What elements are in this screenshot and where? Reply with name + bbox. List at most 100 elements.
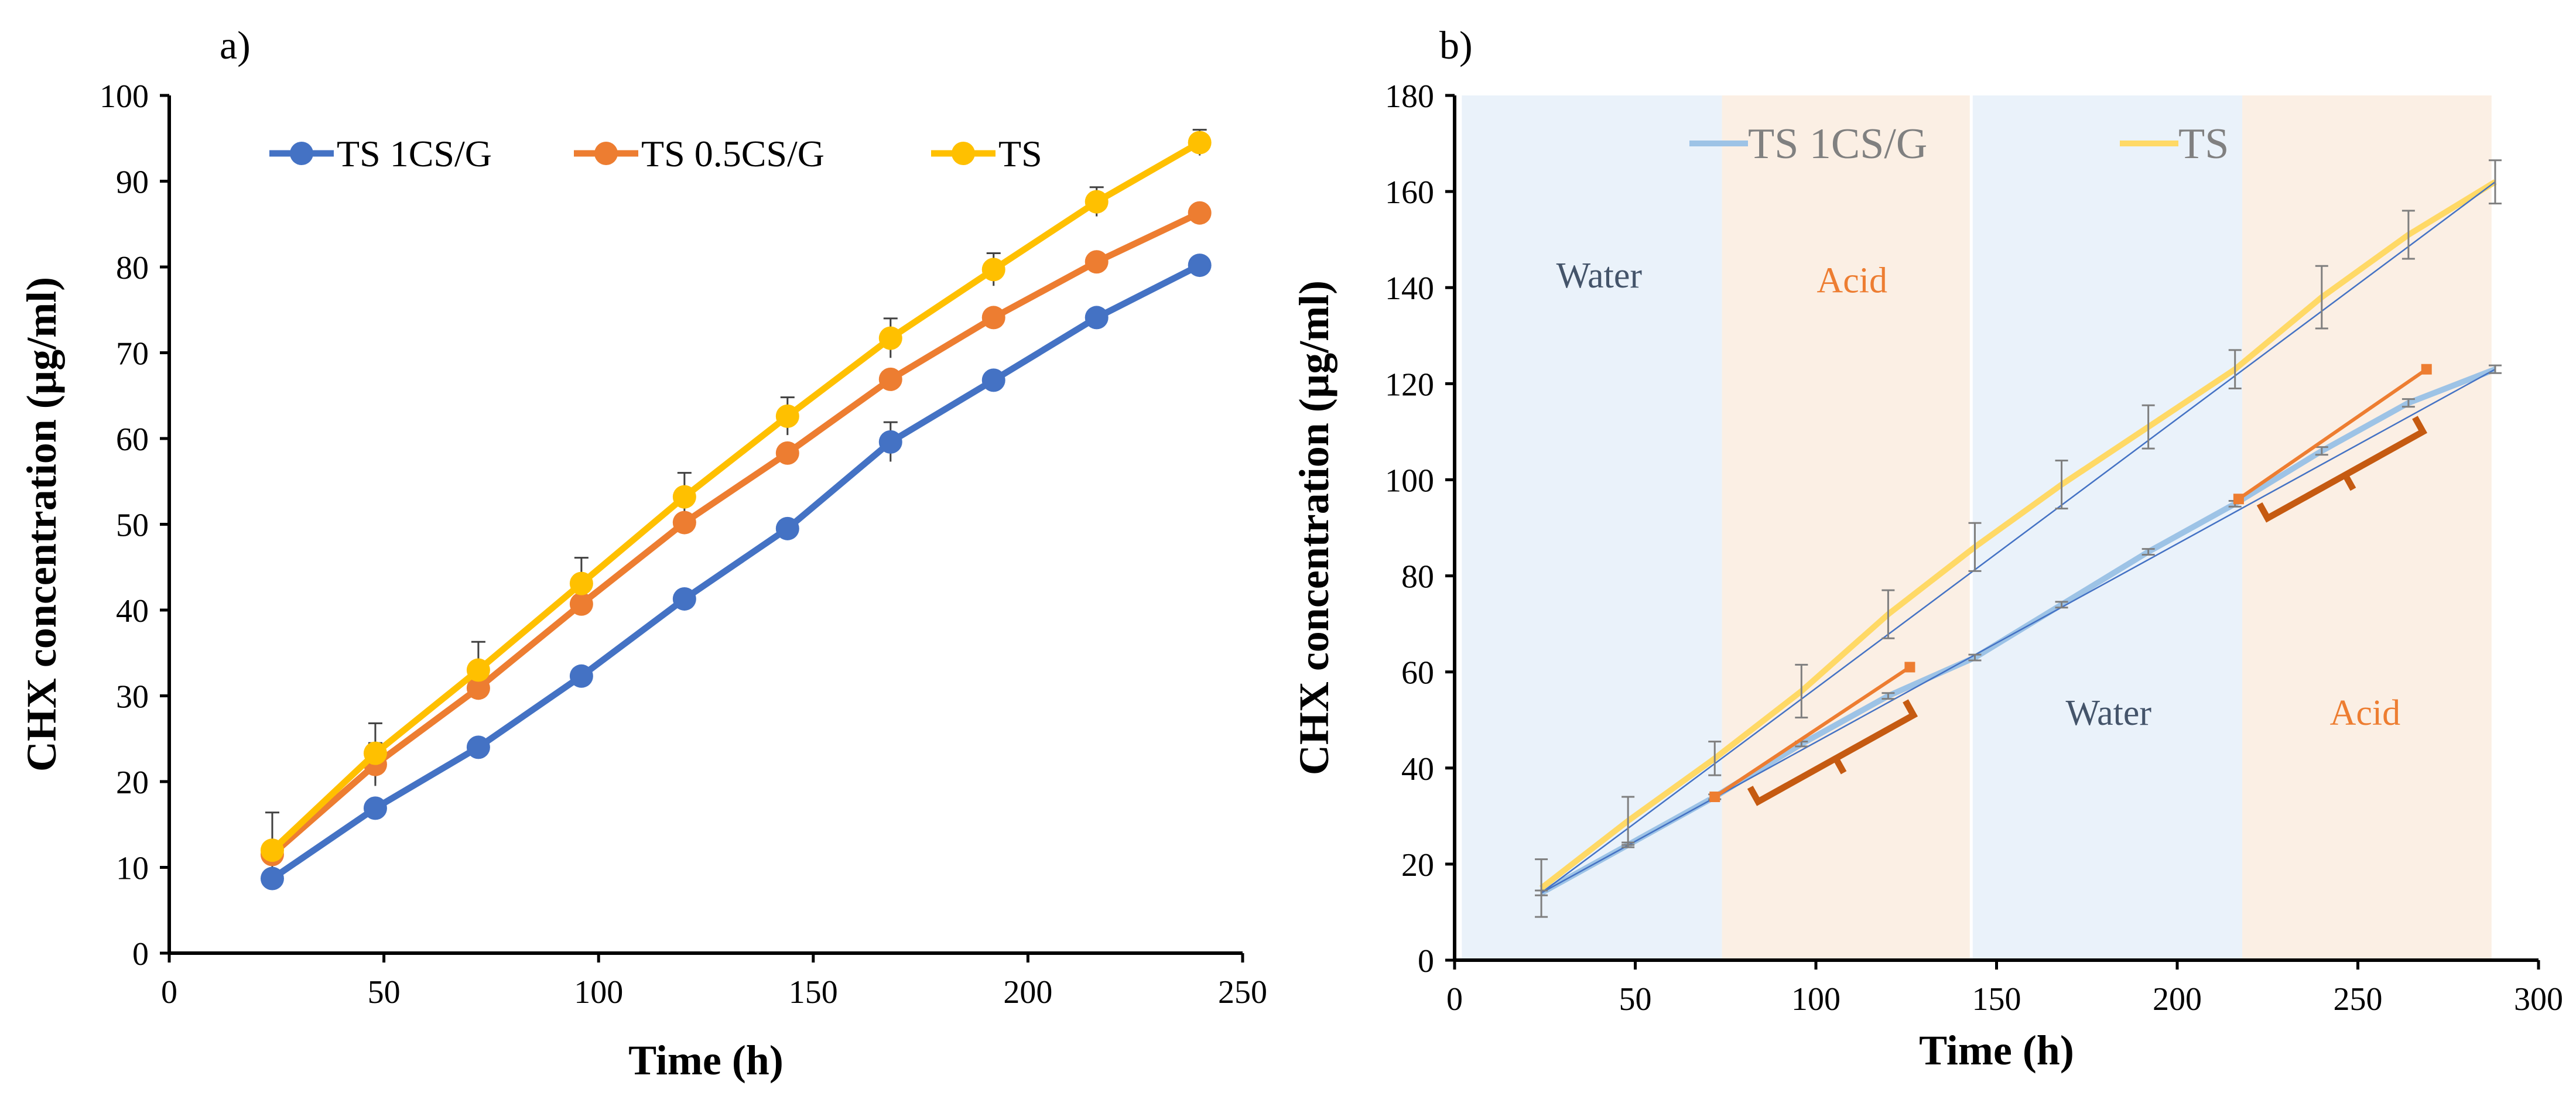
y-tick-label: 10 xyxy=(116,851,149,887)
data-point xyxy=(981,306,1005,330)
data-point xyxy=(1188,254,1212,278)
region-label: Acid xyxy=(1816,261,1887,300)
x-tick-label: 0 xyxy=(1446,981,1463,1018)
x-tick-label: 100 xyxy=(1791,981,1841,1018)
y-tick-label: 120 xyxy=(1385,367,1434,403)
data-point xyxy=(672,587,696,611)
x-tick-label: 50 xyxy=(368,974,401,1011)
y-tick-label: 40 xyxy=(1401,751,1434,787)
legend-marker xyxy=(290,142,313,165)
y-tick-label: 90 xyxy=(116,165,149,201)
x-tick-label: 250 xyxy=(2334,981,2383,1018)
x-tick-label: 100 xyxy=(574,974,623,1011)
region-label: Acid xyxy=(2330,693,2401,733)
y-tick-label: 100 xyxy=(100,78,149,115)
data-point xyxy=(1188,131,1212,155)
y-tick-label: 180 xyxy=(1385,78,1434,115)
data-point xyxy=(363,741,387,765)
x-tick-label: 50 xyxy=(1619,981,1652,1018)
y-tick-label: 40 xyxy=(116,593,149,629)
x-tick-label: 250 xyxy=(1218,974,1267,1011)
data-point xyxy=(1188,201,1212,225)
arrow-end-marker xyxy=(1904,662,1915,673)
y-tick-label: 50 xyxy=(116,508,149,544)
annotation-arrow xyxy=(1713,665,1911,799)
y-tick-label: 30 xyxy=(116,679,149,715)
y-tick-label: 60 xyxy=(116,422,149,458)
region-band xyxy=(1971,95,2243,960)
legend-marker xyxy=(594,142,618,165)
panel-b: b) Water Acid Water Acid 0 20 40 60 80 100 120 140 16… xyxy=(1291,23,2563,1074)
data-point xyxy=(1085,190,1109,214)
y-tick-label: 0 xyxy=(132,936,149,972)
region-band xyxy=(2242,95,2492,960)
y-tick-label: 60 xyxy=(1401,655,1434,691)
annotation-bracket xyxy=(1747,699,1918,806)
y-tick-label: 20 xyxy=(1401,847,1434,883)
annotation-arrow xyxy=(2238,368,2428,501)
series-line xyxy=(270,262,1202,882)
data-point xyxy=(981,258,1005,282)
data-point xyxy=(775,441,799,465)
y-axis-title: CHX concentration (µg/ml) xyxy=(18,277,65,772)
x-tick-label: 200 xyxy=(2153,981,2202,1018)
annotation-bracket xyxy=(2256,416,2428,523)
y-tick-label: 140 xyxy=(1385,270,1434,307)
x-tick-label: 0 xyxy=(161,974,177,1011)
series-line xyxy=(270,139,1202,853)
region-label: Water xyxy=(2066,693,2152,733)
region-band xyxy=(1462,95,1722,960)
series-line xyxy=(1540,179,2497,890)
x-tick-label: 150 xyxy=(789,974,838,1011)
data-point xyxy=(466,658,490,682)
legend-label: TS 1CS/G xyxy=(1748,120,1927,168)
arrow-end-marker xyxy=(1709,792,1720,803)
data-point xyxy=(878,430,902,454)
y-tick-label: 160 xyxy=(1385,174,1434,211)
legend-label: TS 1CS/G xyxy=(337,133,492,174)
legend-label: TS xyxy=(2178,120,2229,168)
data-point xyxy=(672,485,696,509)
region-label: Water xyxy=(1556,256,1643,296)
y-tick-label: 80 xyxy=(1401,559,1434,595)
data-point xyxy=(775,516,799,540)
data-point xyxy=(363,796,387,820)
data-point xyxy=(1085,250,1109,274)
data-point xyxy=(466,676,490,700)
legend-label: TS xyxy=(998,133,1042,174)
data-point xyxy=(775,404,799,428)
data-point xyxy=(981,368,1005,392)
trend-line xyxy=(1541,181,2496,894)
data-point xyxy=(260,838,284,862)
legend-marker xyxy=(952,142,975,165)
data-point xyxy=(672,511,696,535)
panel-a: a) 0 10 20 30 40 50 60 70 80 90 100 0 50 100 150 200 250 T… xyxy=(18,23,1267,1084)
x-tick-label: 150 xyxy=(1972,981,2021,1018)
region-band xyxy=(1722,95,1972,960)
trend-line xyxy=(1541,368,2496,894)
panel-a-label: a) xyxy=(220,23,251,67)
series-line xyxy=(270,210,1202,857)
x-axis-title: Time (h) xyxy=(628,1037,784,1084)
y-tick-label: 80 xyxy=(116,250,149,286)
data-point xyxy=(878,326,902,350)
data-point xyxy=(260,866,284,890)
data-point xyxy=(569,664,593,688)
y-tick-label: 70 xyxy=(116,336,149,372)
data-point xyxy=(1085,306,1109,330)
y-axis-title: CHX concentration (µg/ml) xyxy=(1291,280,1337,775)
arrow-end-marker xyxy=(2421,364,2432,375)
x-tick-label: 200 xyxy=(1003,974,1052,1011)
panel-b-label: b) xyxy=(1439,23,1473,67)
data-point xyxy=(569,592,593,616)
arrow-end-marker xyxy=(2233,494,2244,505)
y-tick-label: 100 xyxy=(1385,463,1434,499)
x-axis-title: Time (h) xyxy=(1919,1027,2074,1074)
data-point xyxy=(466,735,490,759)
legend-label: TS 0.5CS/G xyxy=(641,133,825,174)
y-tick-label: 20 xyxy=(116,765,149,801)
x-tick-label: 300 xyxy=(2514,981,2563,1018)
y-tick-label: 0 xyxy=(1418,943,1434,979)
data-point xyxy=(878,367,902,391)
